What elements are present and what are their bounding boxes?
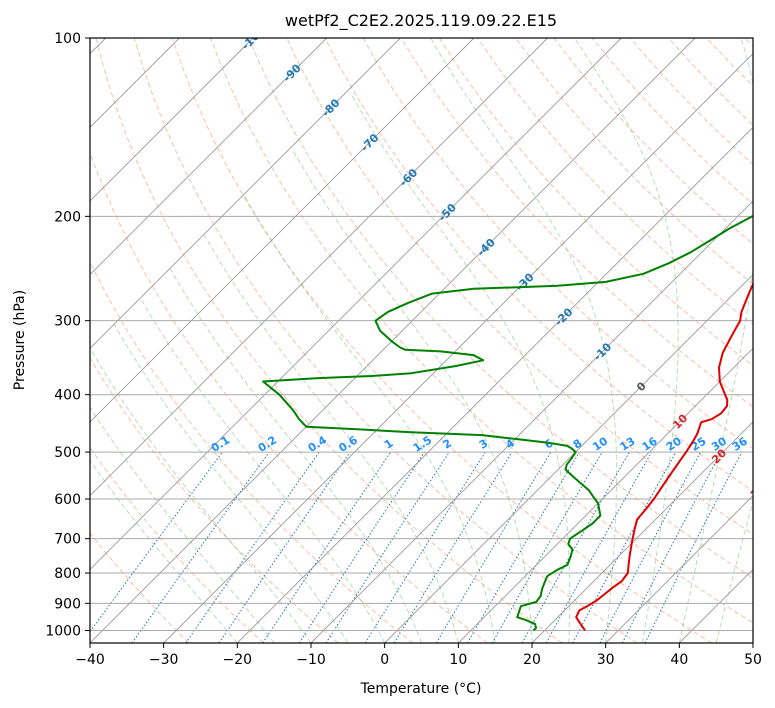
moist-adiabat-line — [90, 406, 275, 643]
dry-adiabat-line — [438, 38, 753, 367]
y-tick-label: 800 — [54, 566, 81, 582]
isotherm-line — [90, 38, 475, 423]
y-tick-label: 300 — [54, 314, 81, 330]
dewpoint-profile — [262, 214, 753, 632]
temperature-profile — [575, 281, 753, 631]
mixing-ratio-line — [262, 451, 392, 643]
mixing-ratio-line — [325, 451, 450, 643]
mixing-ratio-line — [364, 451, 486, 643]
moist-adiabats — [90, 38, 753, 643]
y-tick-label: 400 — [54, 388, 81, 404]
isotherm-line — [90, 38, 401, 349]
y-tick-label: 600 — [54, 492, 81, 508]
plot-frame — [89, 37, 754, 644]
mixing-ratio-line — [298, 451, 425, 643]
mixing-ratio-line — [572, 451, 677, 643]
x-tick-label: 40 — [670, 652, 688, 668]
x-tick-label: −30 — [149, 652, 179, 668]
y-tick-label: 200 — [54, 209, 81, 225]
y-tick-label: 700 — [54, 532, 81, 548]
profiles — [262, 214, 753, 632]
isotherm-line — [310, 200, 753, 643]
isotherm-line — [90, 38, 696, 643]
isotherm-line — [163, 53, 753, 643]
chart-title: wetPf2_C2E2.2025.119.09.22.E15 — [285, 11, 557, 31]
y-tick-label: 500 — [54, 445, 81, 461]
x-tick-label: −40 — [75, 652, 105, 668]
x-axis: −40 −30 −20 −10 0 10 20 30 40 50 — [75, 643, 762, 668]
y-axis-label: Pressure (hPa) — [12, 290, 28, 390]
x-tick-label: 30 — [597, 652, 615, 668]
plot-area: -100-90-80-70-60-50-40-30-20-10010203040… — [90, 38, 768, 643]
isotherm-label: 30 — [748, 481, 768, 501]
mixing-ratio-line — [521, 451, 630, 643]
x-tick-label: −10 — [296, 652, 326, 668]
mixing-ratio-line — [545, 451, 653, 643]
y-axis: 100 200 300 400 500 600 700 800 900 1000 — [45, 31, 90, 639]
moist-adiabat-line — [292, 150, 533, 643]
isotherm-line — [90, 38, 548, 497]
x-tick-label: 10 — [449, 652, 467, 668]
x-tick-label: 50 — [744, 652, 762, 668]
mixing-ratio-line — [90, 451, 223, 633]
moist-adiabat-line — [715, 499, 753, 643]
mixing-ratio-line — [218, 451, 351, 643]
mixing-ratio-line — [599, 451, 701, 643]
isotherm-line — [384, 274, 753, 643]
dry-adiabat-line — [90, 151, 488, 643]
dry-adiabat-line — [324, 38, 753, 492]
moist-adiabat-line — [430, 38, 617, 643]
moist-adiabat-line — [90, 459, 238, 643]
y-tick-label: 1000 — [45, 623, 81, 639]
mixing-ratio-line — [131, 451, 270, 643]
dry-adiabat-line — [133, 38, 638, 643]
x-tick-label: −20 — [223, 652, 253, 668]
moist-adiabat-line — [203, 234, 459, 643]
isotherm-line — [605, 495, 753, 643]
x-axis-label: Temperature (°C) — [360, 681, 482, 697]
moist-adiabat-line — [90, 348, 312, 643]
mixing-ratio-line — [644, 451, 743, 643]
y-tick-label: 100 — [54, 31, 81, 47]
moist-adiabat-line — [678, 38, 753, 643]
dry-adiabat-line — [90, 532, 190, 643]
isotherm-line — [458, 347, 753, 643]
mixing-ratio-line — [185, 451, 320, 643]
moist-adiabat-line — [244, 196, 496, 643]
x-tick-label: 0 — [380, 652, 389, 668]
isobar-grid — [90, 38, 753, 631]
isotherm-line — [90, 38, 327, 276]
x-tick-label: 20 — [523, 652, 541, 668]
moist-adiabat-line — [574, 38, 679, 643]
mixing-ratio-line — [621, 451, 722, 643]
dry-adiabat-line — [210, 38, 753, 624]
isotherm-line — [90, 38, 622, 570]
dry-adiabat-line — [171, 38, 712, 643]
y-tick-label: 900 — [54, 596, 81, 612]
isotherm-line — [90, 38, 254, 202]
dry-adiabat-line — [90, 357, 339, 643]
isotherm-line — [237, 126, 753, 643]
isotherm-grid — [90, 38, 753, 643]
moist-adiabat-line — [351, 95, 571, 643]
dry-adiabat-line — [515, 38, 753, 285]
mixing-ratio-lines — [90, 451, 743, 643]
dry-adiabat-line — [248, 38, 753, 579]
dry-adiabat-line — [95, 38, 563, 643]
mixing-ratio-line — [393, 451, 513, 643]
dry-adiabat-line — [90, 446, 264, 643]
moist-adiabat-line — [140, 298, 386, 643]
mixing-ratio-line — [435, 451, 552, 643]
